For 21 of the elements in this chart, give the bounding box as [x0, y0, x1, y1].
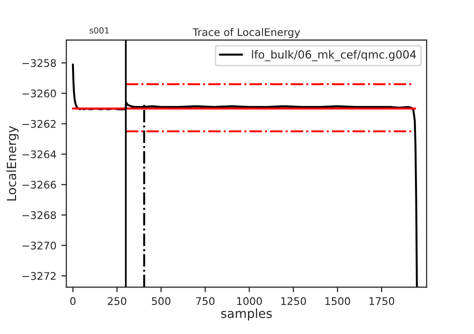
y-tick-label: −3262 [22, 120, 56, 128]
y-tick-label: −3266 [22, 180, 56, 189]
y-tick-label: −3272 [22, 272, 56, 280]
y-tick-label: −3264 [22, 150, 56, 158]
x-tick-label: 1250 [281, 297, 306, 306]
text: s001 [90, 27, 109, 34]
chart-title: Trace of LocalEnergy [192, 28, 300, 38]
x-tick-label: 0 [70, 297, 76, 306]
x-axis-title: samples [221, 308, 272, 321]
x-tick-label: 500 [152, 297, 170, 306]
y-tick-label: −3260 [22, 90, 56, 98]
x-tick-label: 1500 [325, 297, 350, 306]
x-tick-label: 750 [196, 297, 214, 306]
y-tick-label: −3268 [22, 211, 56, 220]
y-tick-label: −3258 [22, 59, 56, 67]
legend-label: lfo_bulk/06_mk_cef/qmc.g004 [252, 50, 416, 62]
y-tick-label: −3270 [22, 242, 56, 250]
y-axis-title: LocalEnergy [6, 126, 19, 201]
x-tick-label: 1750 [370, 297, 394, 306]
x-tick-label: 1000 [237, 297, 262, 306]
x-tick-label: 250 [108, 297, 126, 306]
